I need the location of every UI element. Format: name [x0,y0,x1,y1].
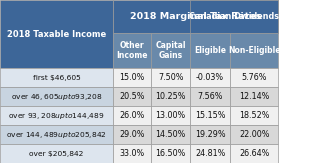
Bar [0,144,113,163]
Bar [151,106,190,125]
Bar [151,33,190,68]
Bar [230,106,278,125]
Text: Eligible: Eligible [194,46,226,55]
Bar [230,144,278,163]
Bar [0,0,113,68]
Bar [190,68,230,87]
Bar [190,33,230,68]
Bar [151,125,190,144]
Text: 7.50%: 7.50% [158,73,184,82]
Text: over $144,489 up to $205,842: over $144,489 up to $205,842 [6,129,107,140]
Bar [190,87,230,106]
Text: 7.56%: 7.56% [197,92,223,101]
Bar [190,106,230,125]
Bar [151,144,190,163]
Bar [113,125,151,144]
Text: 12.14%: 12.14% [239,92,269,101]
Text: 29.0%: 29.0% [119,130,145,139]
Text: 22.00%: 22.00% [239,130,269,139]
Text: over $205,842: over $205,842 [29,151,83,156]
Text: 33.0%: 33.0% [120,149,145,158]
Bar [230,33,278,68]
Bar [113,144,151,163]
Bar [151,68,190,87]
Bar [113,68,151,87]
Text: Other
Income: Other Income [116,41,148,60]
Text: 26.64%: 26.64% [239,149,269,158]
Bar [230,87,278,106]
Text: 16.50%: 16.50% [155,149,186,158]
Text: 13.00%: 13.00% [156,111,186,120]
Bar [113,87,151,106]
Bar [190,125,230,144]
Bar [190,0,278,33]
Bar [230,68,278,87]
Bar [190,144,230,163]
Text: 2018 Marginal Tax Rates: 2018 Marginal Tax Rates [130,12,261,21]
Text: 18.52%: 18.52% [239,111,269,120]
Text: 24.81%: 24.81% [195,149,225,158]
Bar [113,33,151,68]
Text: first $46,605: first $46,605 [32,75,80,81]
Text: 5.76%: 5.76% [241,73,267,82]
Text: 19.29%: 19.29% [195,130,226,139]
Text: over $46,605 up to $93,208: over $46,605 up to $93,208 [11,91,102,102]
Text: Canadian Dividends: Canadian Dividends [189,12,279,21]
Bar [113,106,151,125]
Bar [151,87,190,106]
Bar [0,125,113,144]
Text: 14.50%: 14.50% [155,130,186,139]
Bar [0,87,113,106]
Bar [0,68,113,87]
Bar [230,125,278,144]
Bar [0,106,113,125]
Text: -0.03%: -0.03% [196,73,224,82]
Text: 20.5%: 20.5% [119,92,145,101]
Text: 15.0%: 15.0% [119,73,145,82]
Text: 2018 Taxable Income: 2018 Taxable Income [7,30,106,39]
Text: Non-Eligible: Non-Eligible [228,46,280,55]
Text: 15.15%: 15.15% [195,111,225,120]
Text: over $93,208 up to $144,489: over $93,208 up to $144,489 [8,110,104,121]
Text: Capital
Gains: Capital Gains [155,41,186,60]
Text: 26.0%: 26.0% [119,111,145,120]
Bar [113,0,278,33]
Text: 10.25%: 10.25% [155,92,186,101]
